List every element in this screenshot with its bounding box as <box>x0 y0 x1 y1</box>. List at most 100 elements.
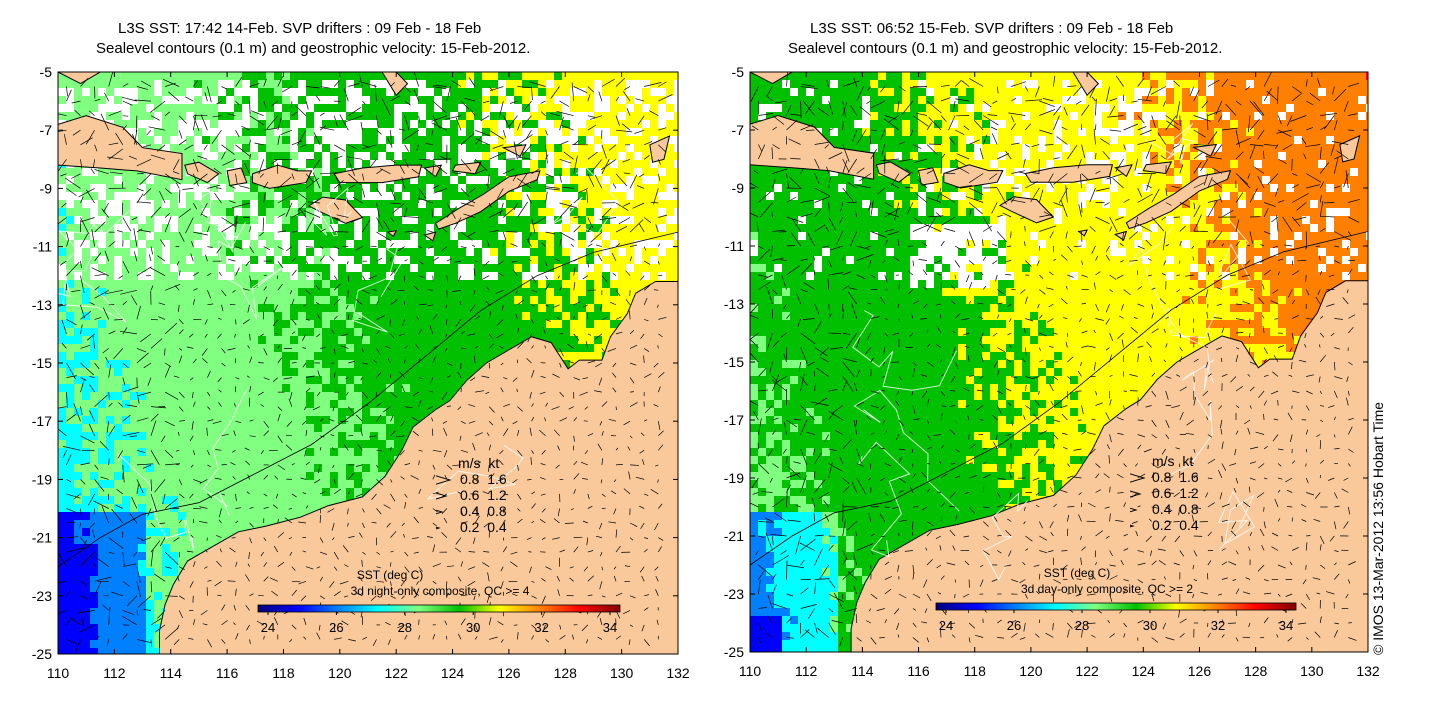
sst-cell <box>202 464 210 472</box>
sst-cell <box>274 512 282 520</box>
sst-cell <box>226 216 234 224</box>
sst-cell <box>106 176 114 184</box>
sst-cell <box>386 400 394 408</box>
sst-cell <box>210 72 218 80</box>
sst-cell <box>322 448 330 456</box>
sst-cell <box>434 344 442 352</box>
sst-cell <box>418 104 426 112</box>
sst-cell <box>546 72 554 80</box>
sst-cell <box>306 280 314 288</box>
sst-cell <box>410 136 418 144</box>
sst-cell <box>178 96 186 104</box>
sst-cell <box>434 376 442 384</box>
sst-cell <box>602 328 610 336</box>
sst-cell <box>546 200 554 208</box>
sst-cell <box>114 224 122 232</box>
sst-cell <box>250 256 258 264</box>
sst-cell <box>154 200 162 208</box>
sst-cell <box>90 392 98 400</box>
sst-cell <box>626 248 634 256</box>
sst-cell <box>258 424 266 432</box>
sst-cell <box>410 352 418 360</box>
sst-cell <box>130 256 138 264</box>
sst-cell <box>434 120 442 128</box>
sst-cell <box>522 144 530 152</box>
sst-cell <box>250 520 258 528</box>
sst-cell <box>58 456 66 464</box>
sst-cell <box>122 568 130 576</box>
sst-cell <box>402 304 410 312</box>
sst-cell <box>666 88 674 96</box>
sst-cell <box>306 360 314 368</box>
sst-cell <box>474 120 482 128</box>
sst-cell <box>466 320 474 328</box>
sst-cell <box>98 472 106 480</box>
sst-cell <box>634 184 642 192</box>
sst-cell <box>266 248 274 256</box>
sst-cell <box>162 360 170 368</box>
sst-cell <box>498 280 506 288</box>
sst-cell <box>266 304 274 312</box>
sst-cell <box>346 328 354 336</box>
sst-cell <box>418 232 426 240</box>
sst-cell <box>298 256 306 264</box>
sst-cell <box>266 320 274 328</box>
sst-cell <box>218 224 226 232</box>
sst-cell <box>586 152 594 160</box>
sst-cell <box>266 512 274 520</box>
sst-cell <box>114 264 122 272</box>
sst-cell <box>650 200 658 208</box>
sst-cell <box>298 456 306 464</box>
sst-cell <box>466 128 474 136</box>
sst-cell <box>74 464 82 472</box>
sst-cell <box>674 232 678 240</box>
sst-cell <box>522 136 530 144</box>
sst-cell <box>338 136 346 144</box>
sst-cell <box>66 264 74 272</box>
sst-cell <box>218 200 226 208</box>
sst-cell <box>74 256 82 264</box>
sst-cell <box>394 160 402 168</box>
sst-cell <box>354 368 362 376</box>
sst-cell <box>426 224 434 232</box>
sst-cell <box>242 192 250 200</box>
sst-cell <box>442 312 450 320</box>
sst-cell <box>274 288 282 296</box>
sst-cell <box>530 304 538 312</box>
sst-cell <box>138 544 146 552</box>
sst-cell <box>506 248 514 256</box>
sst-cell <box>274 400 282 408</box>
sst-cell <box>642 232 650 240</box>
sst-cell <box>306 200 314 208</box>
sst-cell <box>418 216 426 224</box>
sst-cell <box>58 264 66 272</box>
sst-cell <box>242 112 250 120</box>
sst-cell <box>594 80 602 88</box>
sst-cell <box>138 208 146 216</box>
sst-cell <box>346 424 354 432</box>
sst-cell <box>242 256 250 264</box>
sst-cell <box>610 136 618 144</box>
sst-cell <box>658 248 666 256</box>
sst-cell <box>218 408 226 416</box>
sst-cell <box>250 384 258 392</box>
sst-cell <box>122 376 130 384</box>
sst-cell <box>490 80 498 88</box>
sst-cell <box>338 232 346 240</box>
sst-cell <box>290 504 298 512</box>
sst-cell <box>274 208 282 216</box>
sst-cell <box>130 328 138 336</box>
sst-cell <box>378 272 386 280</box>
sst-cell <box>154 368 162 376</box>
sst-cell <box>130 224 138 232</box>
sst-cell <box>570 264 578 272</box>
sst-cell <box>354 128 362 136</box>
sst-cell <box>290 368 298 376</box>
sst-cell <box>130 176 138 184</box>
sst-cell <box>594 200 602 208</box>
sst-cell <box>546 328 554 336</box>
sst-cell <box>450 176 458 184</box>
sst-cell <box>602 312 610 320</box>
sst-cell <box>250 272 258 280</box>
sst-cell <box>106 456 114 464</box>
